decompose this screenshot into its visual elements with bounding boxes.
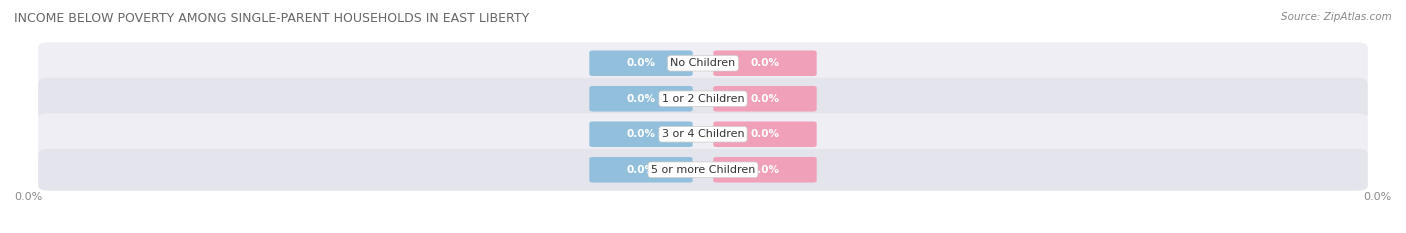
- FancyBboxPatch shape: [589, 121, 693, 147]
- Text: 0.0%: 0.0%: [1364, 192, 1392, 202]
- FancyBboxPatch shape: [38, 113, 1368, 155]
- FancyBboxPatch shape: [589, 51, 693, 76]
- Text: Source: ZipAtlas.com: Source: ZipAtlas.com: [1281, 12, 1392, 22]
- FancyBboxPatch shape: [713, 86, 817, 112]
- Text: 0.0%: 0.0%: [751, 129, 779, 139]
- Text: 0.0%: 0.0%: [14, 192, 42, 202]
- Text: 3 or 4 Children: 3 or 4 Children: [662, 129, 744, 139]
- Text: 0.0%: 0.0%: [627, 129, 655, 139]
- FancyBboxPatch shape: [589, 157, 693, 182]
- FancyBboxPatch shape: [38, 78, 1368, 120]
- Text: 0.0%: 0.0%: [627, 58, 655, 68]
- FancyBboxPatch shape: [38, 149, 1368, 191]
- Text: 5 or more Children: 5 or more Children: [651, 165, 755, 175]
- Text: 0.0%: 0.0%: [627, 165, 655, 175]
- FancyBboxPatch shape: [713, 121, 817, 147]
- Text: 0.0%: 0.0%: [751, 58, 779, 68]
- FancyBboxPatch shape: [713, 157, 817, 182]
- FancyBboxPatch shape: [589, 86, 693, 112]
- Text: 0.0%: 0.0%: [751, 94, 779, 104]
- Text: No Children: No Children: [671, 58, 735, 68]
- FancyBboxPatch shape: [713, 51, 817, 76]
- FancyBboxPatch shape: [38, 42, 1368, 84]
- Text: 1 or 2 Children: 1 or 2 Children: [662, 94, 744, 104]
- Text: 0.0%: 0.0%: [627, 94, 655, 104]
- Text: INCOME BELOW POVERTY AMONG SINGLE-PARENT HOUSEHOLDS IN EAST LIBERTY: INCOME BELOW POVERTY AMONG SINGLE-PARENT…: [14, 12, 529, 25]
- Text: 0.0%: 0.0%: [751, 165, 779, 175]
